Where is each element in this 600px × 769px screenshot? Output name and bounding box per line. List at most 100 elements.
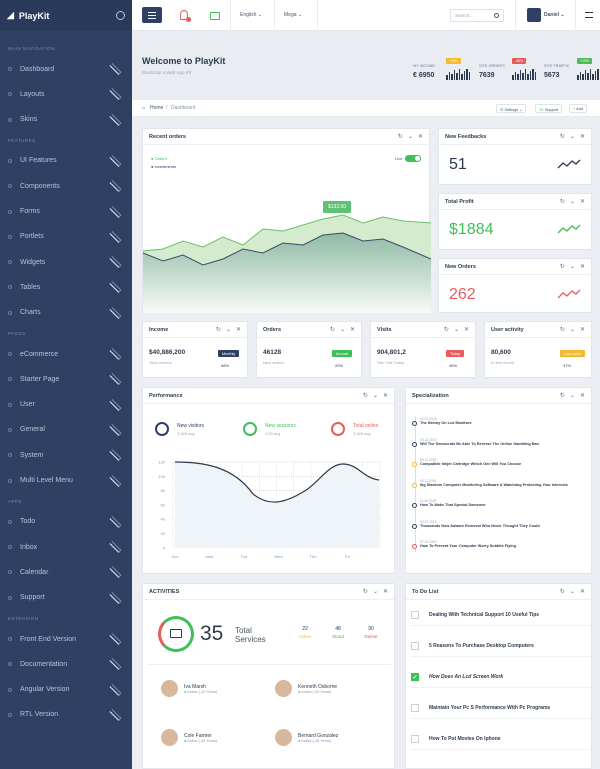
- close-icon[interactable]: ✕: [349, 327, 355, 333]
- todo-item[interactable]: 5 Reasons To Purchase Desktop Computers: [411, 635, 591, 657]
- collapse-icon[interactable]: ⌄: [372, 393, 378, 399]
- sidebar-item-layouts[interactable]: Layouts: [0, 85, 132, 103]
- close-icon[interactable]: ✕: [579, 393, 585, 399]
- sidebar-item-system[interactable]: System: [0, 446, 132, 464]
- todo-checkbox[interactable]: [411, 734, 419, 743]
- refresh-icon[interactable]: ↻: [215, 327, 221, 333]
- breadcrumb-home[interactable]: Home: [150, 105, 164, 111]
- sidebar-item-skins[interactable]: Skins: [0, 111, 132, 129]
- timeline-item[interactable]: 04.12.2019 Will The Democrats Be Able To …: [412, 438, 539, 447]
- collapse-icon[interactable]: ⌄: [569, 134, 575, 140]
- add-button[interactable]: + Add: [569, 104, 587, 113]
- sidebar-item-angular-version[interactable]: Angular Version: [0, 681, 132, 699]
- timeline-item[interactable]: 05.11.2019 Compatible Inkjet Cartridge Wh…: [412, 458, 521, 467]
- sidebar-item-user[interactable]: User: [0, 396, 132, 414]
- timeline-item[interactable]: 02.07.2019 Thousands Now Adware Removal W…: [412, 520, 540, 529]
- activity-person[interactable]: Kenneth Osborne ● Active (-30 Years): [275, 680, 337, 697]
- timeline-item[interactable]: 11.09.2019 How To Make That Special Someo…: [412, 499, 486, 508]
- sidebar-item-tables[interactable]: Tables: [0, 278, 132, 296]
- refresh-icon[interactable]: ↻: [559, 589, 565, 595]
- refresh-icon[interactable]: ↻: [443, 327, 449, 333]
- sidebar-item-multi-level-menu[interactable]: Multi Level Menu: [0, 472, 132, 490]
- home-icon[interactable]: ⌂: [142, 105, 146, 111]
- refresh-icon[interactable]: ↻: [559, 327, 565, 333]
- timeline-item[interactable]: 02.07.2019 The Skinny On Lcd Monitors: [412, 417, 471, 426]
- live-toggle[interactable]: [405, 155, 421, 162]
- sidebar-item-ecommerce[interactable]: eCommerce: [0, 345, 132, 363]
- sidebar-item-documentation[interactable]: Documentation: [0, 655, 132, 673]
- sidebar-item-calendar[interactable]: Calendar: [0, 563, 132, 581]
- activity-person[interactable]: Cole Farmer ● Active (-30 Years): [161, 729, 217, 746]
- todo-item[interactable]: Dealing With Technical Support 10 Useful…: [411, 604, 591, 626]
- refresh-icon[interactable]: ↻: [362, 393, 368, 399]
- close-icon[interactable]: ✕: [417, 134, 423, 140]
- menu-toggle-button[interactable]: [142, 7, 162, 23]
- hamburger-icon[interactable]: [585, 12, 593, 18]
- close-icon[interactable]: ✕: [579, 327, 585, 333]
- refresh-icon[interactable]: ↻: [397, 134, 403, 140]
- refresh-icon[interactable]: ↻: [329, 327, 335, 333]
- sidebar-item-portlets[interactable]: Portlets: [0, 228, 132, 246]
- sidebar-item-widgets[interactable]: Widgets: [0, 253, 132, 271]
- sidebar-item-support[interactable]: Support: [0, 589, 132, 607]
- collapse-icon[interactable]: ⌄: [569, 327, 575, 333]
- mail-icon[interactable]: [210, 12, 220, 20]
- close-icon[interactable]: ✕: [382, 393, 388, 399]
- timeline-item[interactable]: 07.12.2019 How To Prevent Your Computer W…: [412, 540, 516, 549]
- sidebar-item-charts[interactable]: Charts: [0, 304, 132, 322]
- settings-icon[interactable]: [116, 11, 125, 20]
- refresh-icon[interactable]: ↻: [559, 393, 565, 399]
- sidebar-item-todo[interactable]: Todo: [0, 513, 132, 531]
- sidebar-item-front-end-version[interactable]: Front End Version: [0, 630, 132, 648]
- sidebar-item-general[interactable]: General: [0, 421, 132, 439]
- collapse-icon[interactable]: ⌄: [339, 327, 345, 333]
- user-dropdown[interactable]: Daniel ⌄: [544, 12, 565, 18]
- eye-icon: [331, 422, 345, 436]
- sidebar-item-rtl-version[interactable]: RTL Version: [0, 706, 132, 724]
- close-icon[interactable]: ✕: [579, 264, 585, 270]
- activity-person[interactable]: Bernard Gonzalez ● Active (-15 Years): [275, 729, 338, 746]
- todo-item[interactable]: ✓ How Does An Lcd Screen Work: [411, 666, 591, 688]
- close-icon[interactable]: ✕: [235, 327, 241, 333]
- activity-person[interactable]: Iva Marsh ● Active (-20 Years): [161, 680, 217, 697]
- brand[interactable]: ◢ PlayKit: [0, 0, 132, 31]
- todo-checkbox[interactable]: [411, 703, 419, 712]
- language-dropdown[interactable]: English ⌄: [240, 12, 262, 18]
- bell-icon[interactable]: [180, 10, 188, 20]
- close-icon[interactable]: ✕: [579, 134, 585, 140]
- close-icon[interactable]: ✕: [579, 199, 585, 205]
- sidebar-item-forms[interactable]: Forms: [0, 203, 132, 221]
- settings-button[interactable]: ⚙ Settings ⌄: [496, 104, 527, 113]
- sidebar-item-components[interactable]: Components: [0, 177, 132, 195]
- todo-checkbox[interactable]: ✓: [411, 672, 419, 681]
- close-icon[interactable]: ✕: [579, 589, 585, 595]
- close-icon[interactable]: ✕: [463, 327, 469, 333]
- collapse-icon[interactable]: ⌄: [225, 327, 231, 333]
- collapse-icon[interactable]: ⌄: [569, 199, 575, 205]
- sidebar-item-dashboard[interactable]: Dashboard: [0, 60, 132, 78]
- support-button[interactable]: ☏ Support: [535, 104, 563, 113]
- refresh-icon[interactable]: ↻: [559, 134, 565, 140]
- collapse-icon[interactable]: ⌄: [372, 589, 378, 595]
- sidebar-item-inbox[interactable]: Inbox: [0, 538, 132, 556]
- collapse-icon[interactable]: ⌄: [569, 589, 575, 595]
- refresh-icon[interactable]: ↻: [559, 264, 565, 270]
- search-input[interactable]: Search...: [450, 9, 504, 22]
- timeline-item[interactable]: 09.11.2019 Ibg Stardom Computer Monitorin…: [412, 479, 568, 488]
- collapse-icon[interactable]: ⌄: [453, 327, 459, 333]
- search-icon[interactable]: [494, 13, 499, 18]
- refresh-icon[interactable]: ↻: [362, 589, 368, 595]
- todo-checkbox[interactable]: [411, 610, 419, 619]
- collapse-icon[interactable]: ⌄: [569, 264, 575, 270]
- sidebar-item-starter-page[interactable]: Starter Page: [0, 370, 132, 388]
- collapse-icon[interactable]: ⌄: [569, 393, 575, 399]
- todo-item[interactable]: How To Put Movies On Iphone: [411, 728, 591, 750]
- todo-item[interactable]: Maintain Your Pc S Performance With Pc P…: [411, 697, 591, 719]
- collapse-icon[interactable]: ⌄: [407, 134, 413, 140]
- avatar[interactable]: [527, 8, 541, 22]
- sidebar-item-ui-features[interactable]: UI Features: [0, 152, 132, 170]
- todo-checkbox[interactable]: [411, 641, 419, 650]
- mega-menu-dropdown[interactable]: Mega ⌄: [284, 12, 303, 18]
- close-icon[interactable]: ✕: [382, 589, 388, 595]
- refresh-icon[interactable]: ↻: [559, 199, 565, 205]
